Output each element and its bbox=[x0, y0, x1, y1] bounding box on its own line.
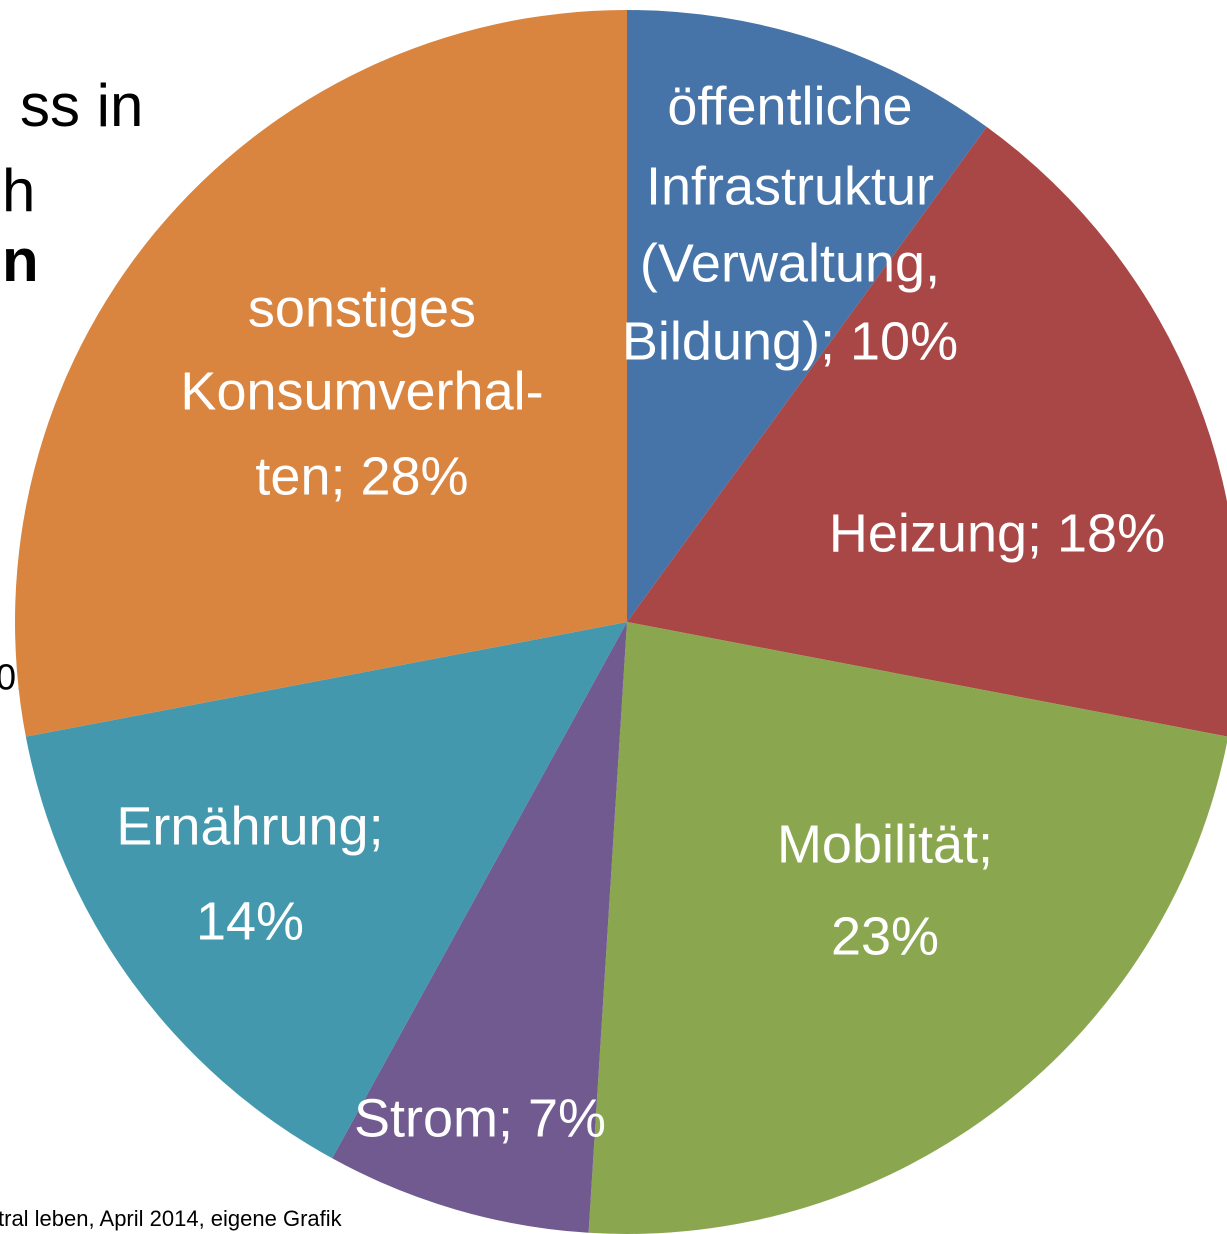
data-label: 23% bbox=[831, 906, 939, 966]
data-label: sonstiges bbox=[248, 278, 476, 338]
data-label: Heizung; 18% bbox=[829, 503, 1165, 563]
data-label: öffentliche bbox=[667, 76, 912, 136]
data-label: (Verwaltung, bbox=[640, 233, 940, 293]
pie-slice bbox=[627, 10, 987, 622]
data-label: 14% bbox=[196, 891, 304, 951]
pie-slice bbox=[627, 126, 1227, 737]
background-text: n bbox=[2, 227, 39, 294]
background-text: h bbox=[2, 157, 35, 224]
pie-slice bbox=[332, 622, 627, 1233]
data-label: Konsumverhal- bbox=[180, 361, 543, 421]
data-label: Infrastruktur bbox=[646, 156, 934, 216]
pie-slice bbox=[14, 10, 627, 737]
data-label: ten; 28% bbox=[255, 446, 468, 506]
data-label: Mobilität; bbox=[777, 814, 993, 874]
data-label: Strom; 7% bbox=[354, 1088, 606, 1148]
data-label: Ernährung; bbox=[116, 796, 383, 856]
data-label: Bildung); 10% bbox=[622, 311, 958, 371]
background-text: ss in bbox=[20, 72, 143, 139]
pie-slice bbox=[25, 622, 627, 1159]
pie-slice bbox=[588, 622, 1227, 1234]
background-text: tral leben, April 2014, eigene Grafik bbox=[0, 1206, 343, 1231]
